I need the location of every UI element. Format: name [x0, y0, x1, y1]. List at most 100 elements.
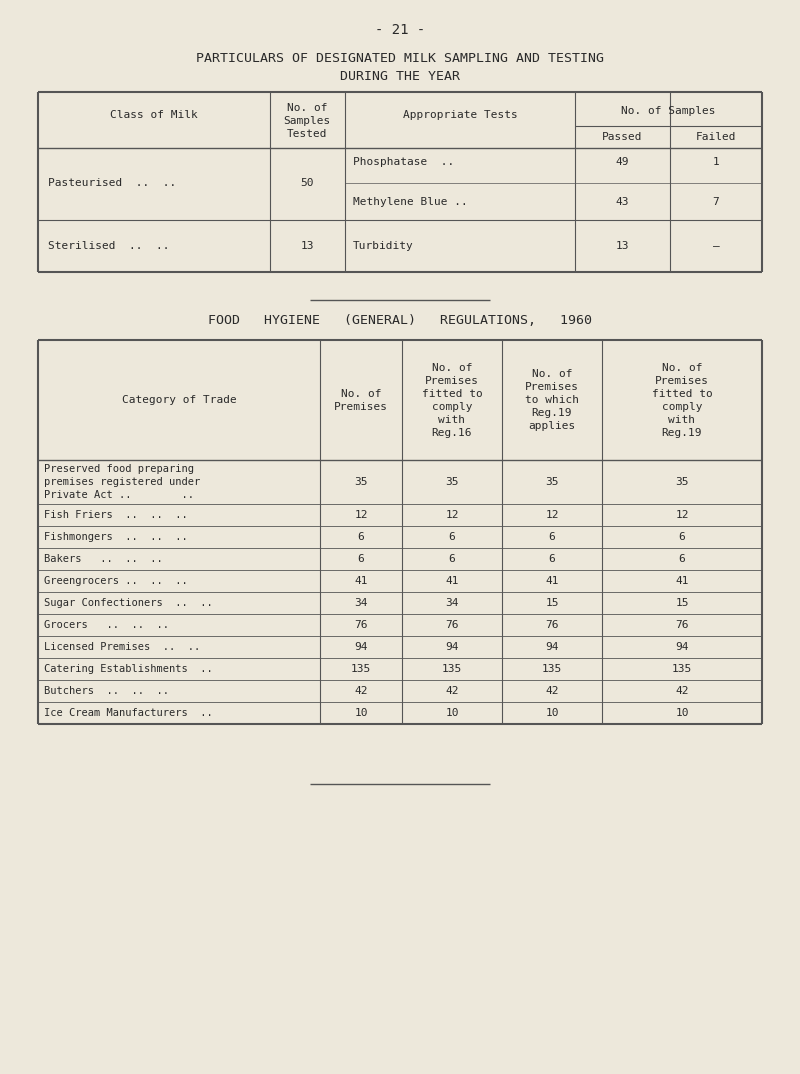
Text: 12: 12 — [675, 510, 689, 520]
Text: 94: 94 — [446, 642, 458, 652]
Text: Catering Establishments  ..: Catering Establishments .. — [44, 664, 213, 674]
Text: 6: 6 — [358, 554, 364, 564]
Text: Butchers  ..  ..  ..: Butchers .. .. .. — [44, 686, 169, 696]
Text: 7: 7 — [713, 197, 719, 207]
Text: Appropriate Tests: Appropriate Tests — [402, 110, 518, 120]
Text: Pasteurised  ..  ..: Pasteurised .. .. — [48, 178, 176, 188]
Text: 35: 35 — [675, 477, 689, 487]
Text: 135: 135 — [542, 664, 562, 674]
Text: No. of Samples: No. of Samples — [621, 106, 715, 116]
Text: 41: 41 — [446, 576, 458, 586]
Text: 135: 135 — [351, 664, 371, 674]
Text: 42: 42 — [546, 686, 558, 696]
Text: Passed: Passed — [602, 132, 642, 142]
Text: 42: 42 — [675, 686, 689, 696]
Text: Reg.16: Reg.16 — [432, 429, 472, 438]
Text: comply: comply — [662, 402, 702, 412]
Text: premises registered under: premises registered under — [44, 477, 200, 487]
Text: fitted to: fitted to — [652, 389, 712, 400]
Text: —: — — [713, 241, 719, 251]
Text: 50: 50 — [300, 178, 314, 188]
Text: Reg.19: Reg.19 — [532, 408, 572, 418]
Text: 15: 15 — [546, 598, 558, 608]
Text: Phosphatase  ..: Phosphatase .. — [353, 157, 454, 166]
Text: 15: 15 — [675, 598, 689, 608]
Text: Fish Friers  ..  ..  ..: Fish Friers .. .. .. — [44, 510, 188, 520]
Text: Category of Trade: Category of Trade — [122, 395, 236, 405]
Text: 135: 135 — [442, 664, 462, 674]
Text: 34: 34 — [446, 598, 458, 608]
Text: No. of: No. of — [532, 369, 572, 379]
Text: 6: 6 — [449, 532, 455, 542]
Text: Fishmongers  ..  ..  ..: Fishmongers .. .. .. — [44, 532, 188, 542]
Text: 42: 42 — [446, 686, 458, 696]
Text: 13: 13 — [615, 241, 629, 251]
Text: No. of: No. of — [662, 363, 702, 373]
Text: 76: 76 — [446, 620, 458, 630]
Text: No. of: No. of — [432, 363, 472, 373]
Text: Premises: Premises — [425, 376, 479, 386]
Text: 10: 10 — [675, 708, 689, 719]
Text: Class of Milk: Class of Milk — [110, 110, 198, 120]
Text: 6: 6 — [678, 554, 686, 564]
Text: Samples: Samples — [283, 116, 330, 126]
Text: Private Act ..        ..: Private Act .. .. — [44, 490, 194, 500]
Text: - 21 -: - 21 - — [375, 23, 425, 37]
Text: 6: 6 — [358, 532, 364, 542]
Text: 35: 35 — [354, 477, 368, 487]
Text: Sterilised  ..  ..: Sterilised .. .. — [48, 241, 170, 251]
Text: 41: 41 — [354, 576, 368, 586]
Text: 1: 1 — [713, 157, 719, 166]
Text: Methylene Blue ..: Methylene Blue .. — [353, 197, 468, 207]
Text: 76: 76 — [675, 620, 689, 630]
Text: PARTICULARS OF DESIGNATED MILK SAMPLING AND TESTING: PARTICULARS OF DESIGNATED MILK SAMPLING … — [196, 52, 604, 64]
Text: 41: 41 — [675, 576, 689, 586]
Text: Failed: Failed — [696, 132, 736, 142]
Text: 94: 94 — [546, 642, 558, 652]
Text: 49: 49 — [615, 157, 629, 166]
Text: 12: 12 — [446, 510, 458, 520]
Text: 6: 6 — [449, 554, 455, 564]
Text: 94: 94 — [354, 642, 368, 652]
Text: 6: 6 — [549, 554, 555, 564]
Text: Turbidity: Turbidity — [353, 241, 414, 251]
Text: Reg.19: Reg.19 — [662, 429, 702, 438]
Text: 34: 34 — [354, 598, 368, 608]
Text: Premises: Premises — [525, 382, 579, 392]
Text: Sugar Confectioners  ..  ..: Sugar Confectioners .. .. — [44, 598, 213, 608]
Text: Ice Cream Manufacturers  ..: Ice Cream Manufacturers .. — [44, 708, 213, 719]
Text: 76: 76 — [546, 620, 558, 630]
Text: 6: 6 — [678, 532, 686, 542]
Text: Licensed Premises  ..  ..: Licensed Premises .. .. — [44, 642, 200, 652]
Text: No. of: No. of — [286, 103, 327, 113]
Text: Preserved food preparing: Preserved food preparing — [44, 464, 194, 474]
Text: to which: to which — [525, 395, 579, 405]
Text: comply: comply — [432, 402, 472, 412]
Text: 43: 43 — [615, 197, 629, 207]
Text: Tested: Tested — [286, 129, 327, 139]
Text: Greengrocers ..  ..  ..: Greengrocers .. .. .. — [44, 576, 188, 586]
Text: Premises: Premises — [334, 402, 388, 412]
Text: 10: 10 — [354, 708, 368, 719]
Text: 10: 10 — [546, 708, 558, 719]
Text: 94: 94 — [675, 642, 689, 652]
Text: 35: 35 — [546, 477, 558, 487]
Text: DURING THE YEAR: DURING THE YEAR — [340, 70, 460, 83]
Text: 12: 12 — [354, 510, 368, 520]
Text: Premises: Premises — [655, 376, 709, 386]
Text: with: with — [669, 415, 695, 425]
Text: 135: 135 — [672, 664, 692, 674]
Text: applies: applies — [528, 421, 576, 431]
Text: Bakers   ..  ..  ..: Bakers .. .. .. — [44, 554, 162, 564]
Text: 12: 12 — [546, 510, 558, 520]
Text: 41: 41 — [546, 576, 558, 586]
Text: 6: 6 — [549, 532, 555, 542]
Text: 13: 13 — [300, 241, 314, 251]
Text: Grocers   ..  ..  ..: Grocers .. .. .. — [44, 620, 169, 630]
Text: No. of: No. of — [341, 389, 382, 400]
Text: 35: 35 — [446, 477, 458, 487]
Text: fitted to: fitted to — [422, 389, 482, 400]
Text: 10: 10 — [446, 708, 458, 719]
Text: 76: 76 — [354, 620, 368, 630]
Text: FOOD   HYGIENE   (GENERAL)   REGULATIONS,   1960: FOOD HYGIENE (GENERAL) REGULATIONS, 1960 — [208, 314, 592, 326]
